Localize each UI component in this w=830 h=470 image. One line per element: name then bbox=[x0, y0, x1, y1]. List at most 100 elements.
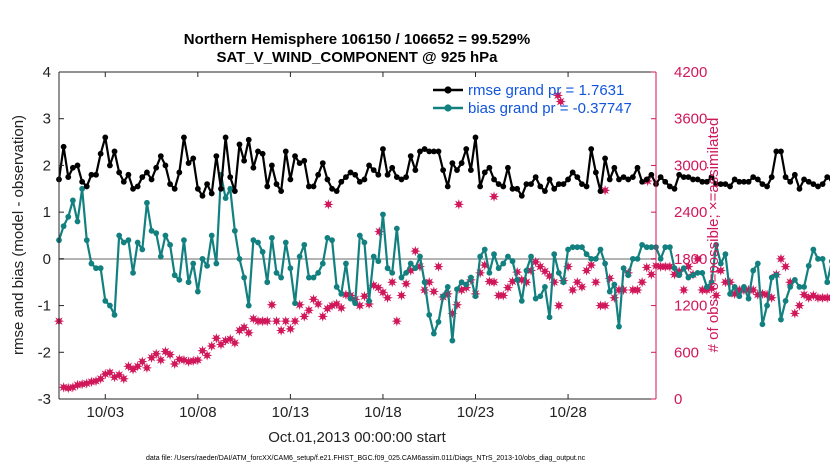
rmse-point bbox=[801, 176, 807, 183]
bias-point bbox=[704, 283, 710, 290]
bias-point bbox=[759, 321, 766, 328]
rmse-point bbox=[708, 174, 715, 181]
obs-possible-point bbox=[150, 348, 162, 360]
bias-point bbox=[750, 267, 757, 274]
bias-point bbox=[773, 272, 780, 279]
y-axis-label-right: # of obs: o=possible; ×=assimilated bbox=[705, 118, 722, 353]
obs-possible-point bbox=[548, 277, 560, 288]
bias-point bbox=[690, 272, 696, 279]
bias-point bbox=[509, 258, 516, 265]
rmse-point bbox=[315, 171, 322, 178]
rmse-point bbox=[579, 181, 585, 188]
obs-possible-point bbox=[271, 315, 282, 327]
obs-possible-point bbox=[428, 286, 440, 297]
obs-possible-point bbox=[678, 284, 689, 296]
bias-point bbox=[259, 248, 266, 255]
rmse-point bbox=[458, 160, 465, 166]
bias-point bbox=[93, 265, 99, 272]
rmse-point bbox=[199, 192, 206, 199]
rmse-point bbox=[412, 167, 419, 174]
rmse-point bbox=[190, 155, 197, 162]
obs-assimilated-point bbox=[488, 191, 500, 202]
rmse-point bbox=[685, 174, 692, 181]
bias-point bbox=[546, 314, 553, 321]
bias-point bbox=[574, 244, 581, 251]
rmse-point bbox=[389, 164, 396, 171]
bias-point bbox=[569, 244, 576, 251]
bias-point bbox=[268, 234, 275, 241]
rmse-point bbox=[546, 176, 553, 183]
rmse-point bbox=[602, 155, 608, 162]
rmse-point bbox=[366, 162, 372, 169]
obs-possible-point bbox=[141, 362, 153, 374]
bias-point bbox=[107, 302, 113, 309]
rmse-point bbox=[528, 181, 534, 188]
rmse-point bbox=[592, 169, 599, 176]
bias-point bbox=[134, 239, 141, 246]
bias-point bbox=[139, 246, 146, 253]
bias-point bbox=[273, 269, 280, 276]
y-right-tick-label: 1200 bbox=[674, 298, 707, 315]
obs-possible-point bbox=[285, 323, 296, 335]
obs-possible-point bbox=[710, 290, 722, 301]
rmse-point bbox=[477, 183, 484, 190]
bias-point bbox=[745, 295, 752, 302]
bias-point bbox=[319, 260, 326, 267]
obs-possible-point bbox=[377, 287, 389, 298]
bias-point bbox=[227, 185, 234, 192]
rmse-point bbox=[472, 134, 479, 141]
rmse-point bbox=[352, 171, 359, 178]
rmse-point bbox=[745, 178, 752, 185]
bias-point bbox=[796, 283, 803, 290]
rmse-point bbox=[417, 148, 423, 155]
bias-point bbox=[278, 274, 285, 281]
bias-point bbox=[208, 232, 215, 239]
rmse-point bbox=[176, 169, 183, 176]
rmse-point bbox=[430, 148, 437, 155]
rmse-point bbox=[185, 160, 192, 166]
bias-point bbox=[315, 269, 322, 276]
y-right-tick-label: 3000 bbox=[674, 157, 707, 174]
bias-point bbox=[565, 246, 571, 253]
rmse-point bbox=[481, 169, 488, 176]
bias-point bbox=[241, 274, 248, 281]
obs-possible-point bbox=[775, 253, 787, 265]
bias-point bbox=[384, 265, 391, 272]
obs-possible-point bbox=[646, 269, 657, 280]
bias-point bbox=[287, 265, 294, 272]
bias-point bbox=[768, 274, 775, 281]
bias-point bbox=[537, 293, 544, 300]
rmse-point bbox=[435, 148, 442, 155]
bias-point bbox=[787, 283, 794, 290]
bias-point bbox=[616, 323, 622, 330]
legend-bias-text: bias grand pr = -0.37747 bbox=[468, 100, 632, 117]
bias-point bbox=[111, 312, 118, 318]
rmse-point bbox=[231, 188, 238, 195]
bias-point bbox=[778, 316, 784, 323]
ticks-layer: 10/03 10/08 10/13 10/18 10/23 10/28 -3 -2 -1 0 1 2 3… bbox=[38, 64, 708, 421]
bias-point bbox=[620, 265, 627, 272]
rmse-point bbox=[750, 174, 757, 181]
rmse-point bbox=[134, 183, 141, 190]
obs-possible-point bbox=[692, 253, 703, 265]
rmse-point bbox=[102, 134, 109, 141]
bias-point bbox=[824, 279, 830, 286]
rmse-point bbox=[393, 174, 400, 181]
y-left-tick-label: 2 bbox=[43, 157, 51, 174]
bias-point bbox=[153, 230, 160, 237]
rmse-point bbox=[398, 176, 405, 183]
bias-point bbox=[505, 253, 511, 260]
bias-point bbox=[791, 276, 798, 283]
bias-point bbox=[801, 283, 807, 290]
rmse-point bbox=[454, 167, 460, 174]
x-tick-label: 10/08 bbox=[179, 404, 217, 421]
bias-point bbox=[157, 253, 164, 260]
rmse-point bbox=[713, 181, 720, 188]
bias-point bbox=[296, 253, 303, 260]
bias-point bbox=[329, 237, 335, 244]
bias-point bbox=[606, 288, 613, 295]
bias-point bbox=[643, 244, 650, 251]
obs-possible-point bbox=[317, 311, 328, 322]
obs-possible-point bbox=[262, 315, 273, 327]
obs-possible-point bbox=[137, 356, 148, 367]
